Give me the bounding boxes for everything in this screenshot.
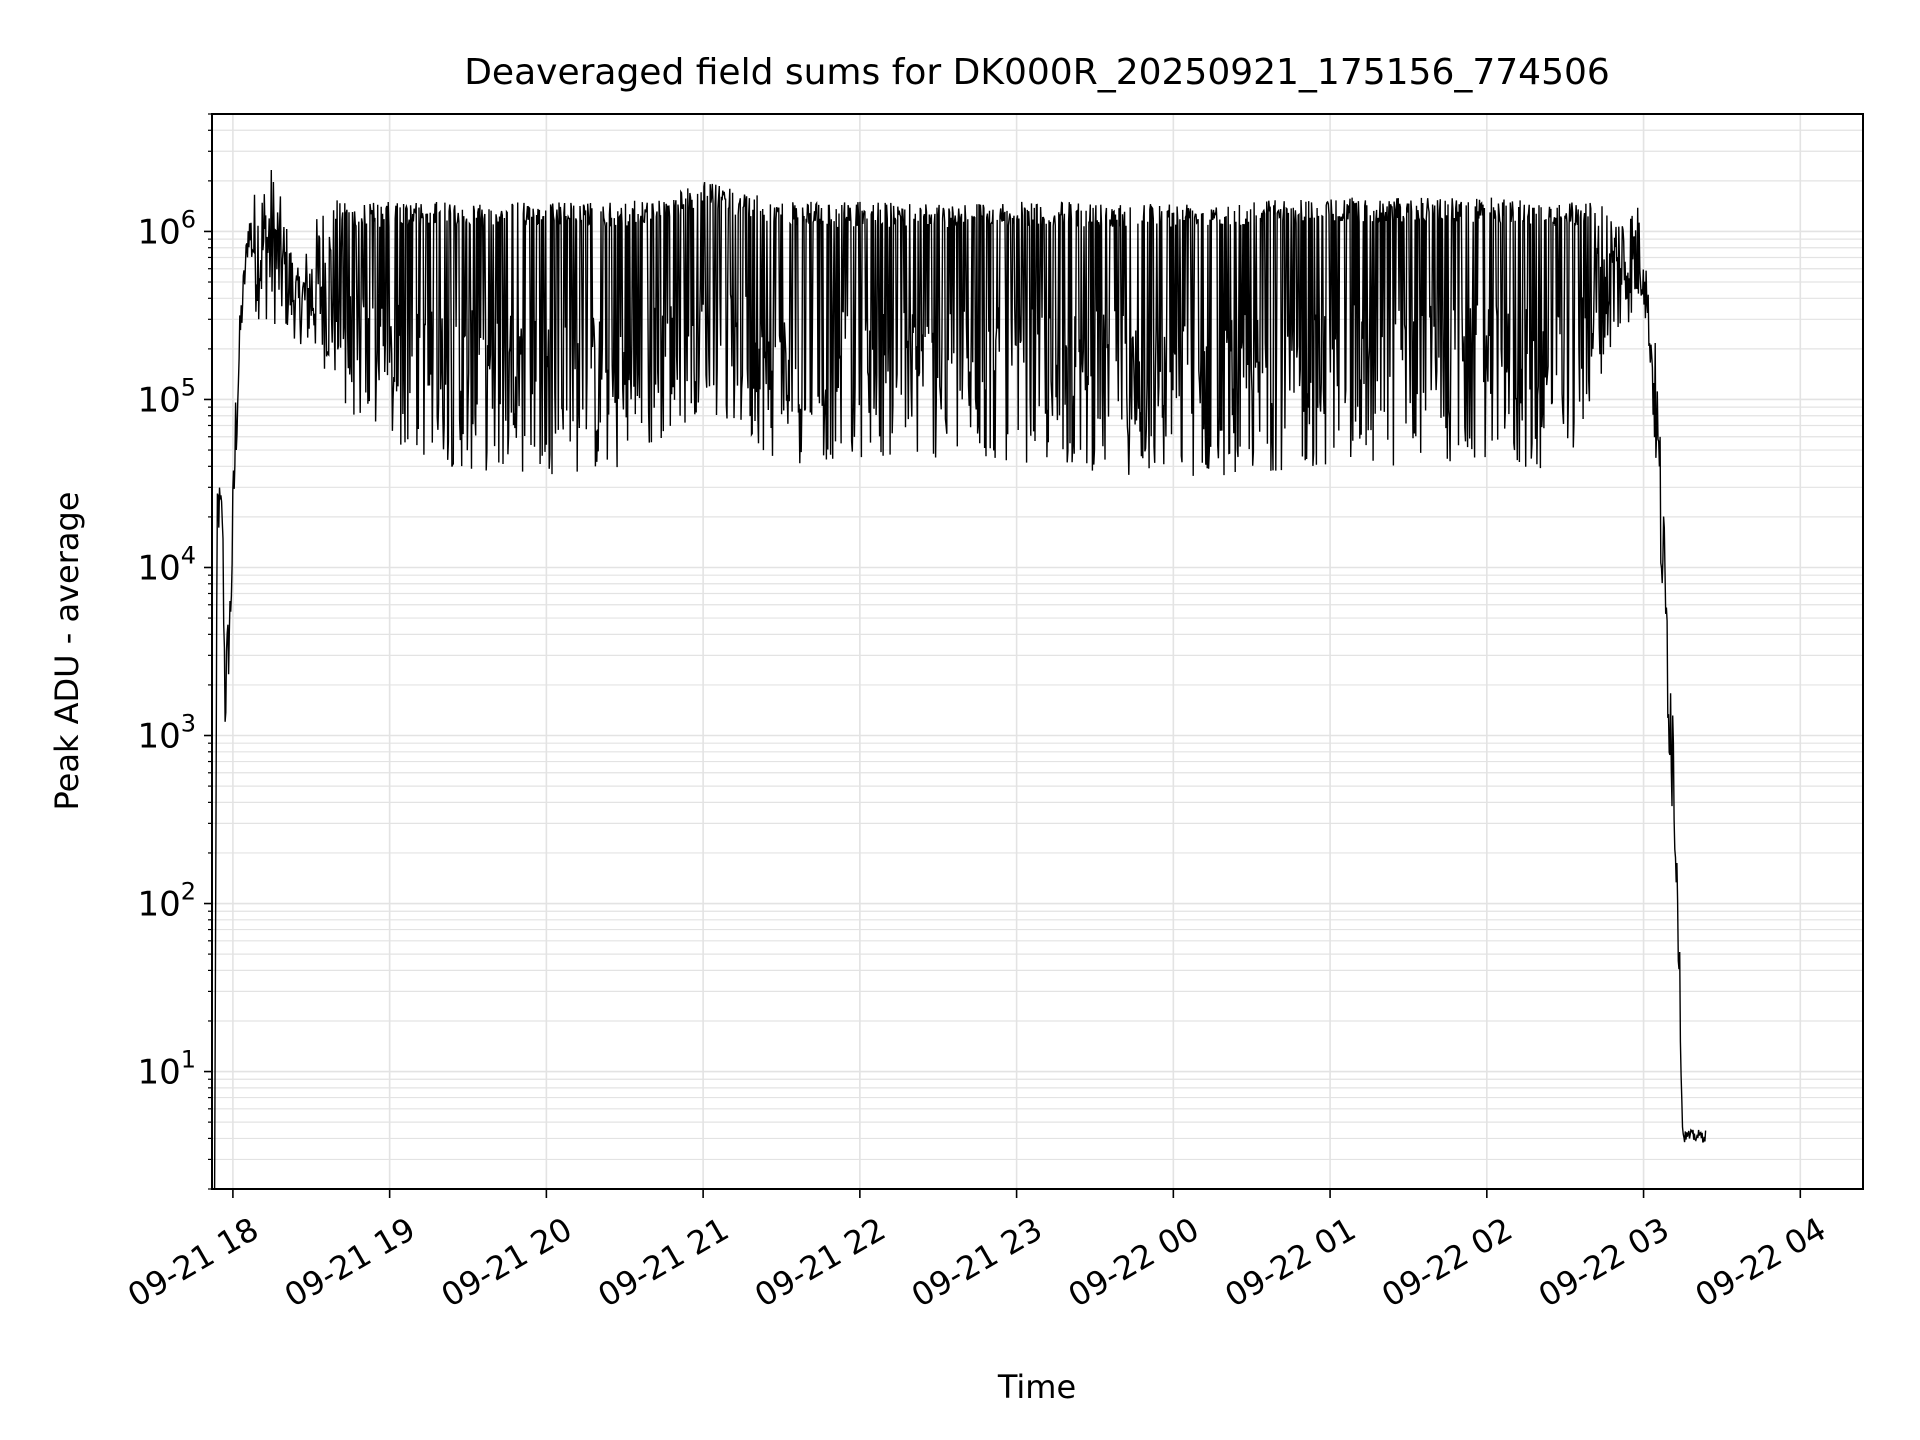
x-axis-label: Time [997, 1368, 1076, 1406]
y-tick-label: 102 [137, 878, 196, 925]
y-tick-label: 105 [137, 373, 196, 420]
y-tick-label: 101 [137, 1046, 196, 1093]
y-axis-label: Peak ADU - average [48, 492, 86, 811]
y-axis: 101 102 103 104 105 106 [137, 113, 212, 1190]
y-tick-label: 103 [137, 710, 196, 757]
axes-frame [211, 113, 1864, 1190]
y-tick-label: 104 [137, 541, 196, 588]
chart-title: Deaveraged field sums for DK000R_2025092… [464, 52, 1610, 93]
plot-area [213, 169, 1707, 1190]
series-line [213, 169, 1707, 1190]
y-tick-label: 106 [137, 205, 196, 252]
